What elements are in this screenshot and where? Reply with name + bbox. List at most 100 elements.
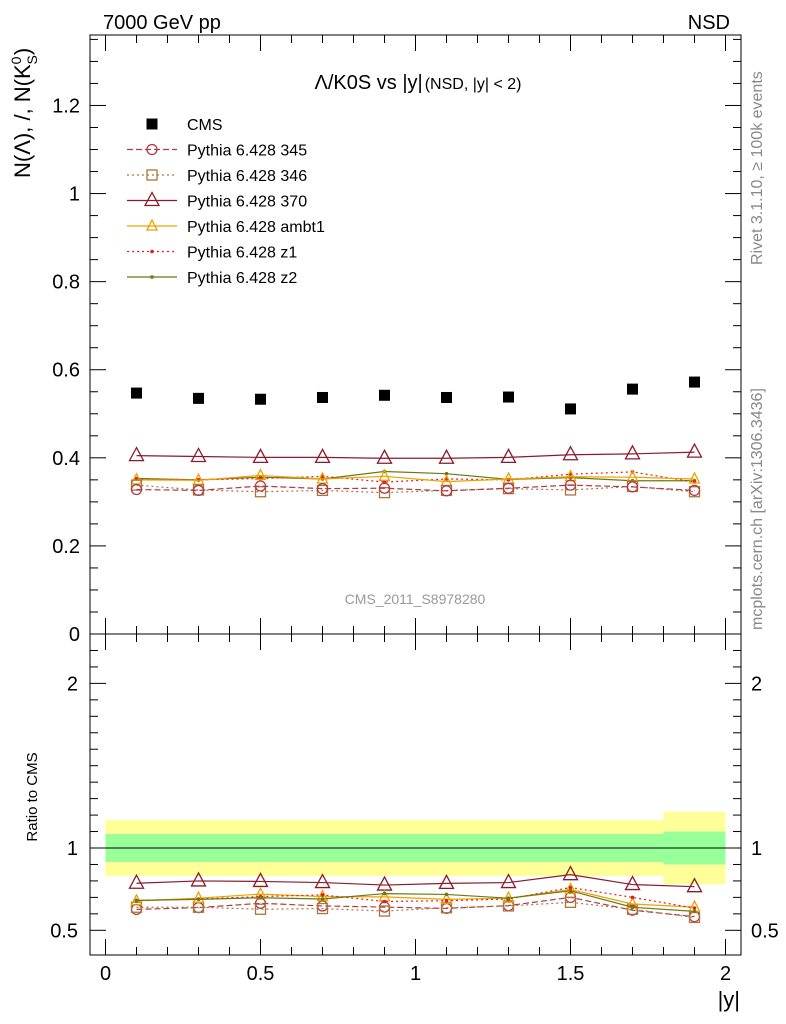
main-panel: 0 0.2 0.4 0.6 0.8 1 1.2 Λ/K0S vs |y| (NSD, |y| … xyxy=(52,34,742,646)
data-point xyxy=(255,393,266,405)
main-title-sub: (NSD, |y| < 2) xyxy=(425,76,522,93)
data-point xyxy=(254,486,267,498)
data-point xyxy=(131,387,142,399)
ratio-series-line xyxy=(136,886,695,909)
ratio-data-point xyxy=(192,890,205,903)
ratio-series-line xyxy=(136,901,695,919)
series-pythia-6-428-345 xyxy=(130,479,701,497)
data-point xyxy=(193,392,204,404)
ratio-series-line xyxy=(136,896,695,918)
ratio-data-point xyxy=(376,875,393,891)
ratio-data-point xyxy=(624,875,641,891)
data-point xyxy=(689,376,700,388)
ratio-data-point xyxy=(686,877,703,893)
ratio-data-point xyxy=(254,903,267,915)
ratio-data-point xyxy=(252,872,269,888)
legend-entry: Pythia 6.428 346 xyxy=(127,168,307,185)
data-point xyxy=(252,448,269,464)
data-point xyxy=(627,383,638,395)
ratio-ytick-label-right: 2 xyxy=(751,673,762,695)
ratio-data-point xyxy=(692,906,697,910)
ratio-xtick-label: 0 xyxy=(100,963,111,985)
data-point xyxy=(190,447,207,463)
ratio-xtick-label: 2 xyxy=(720,963,731,985)
legend: CMS Pythia 6.428 345 Pythia 6.428 346 Pythi… xyxy=(127,117,325,287)
data-point xyxy=(626,481,639,493)
legend-marker xyxy=(146,169,158,181)
main-title-main: Λ/K0S vs |y| xyxy=(314,72,422,94)
ratio-data-point xyxy=(440,891,453,905)
ratio-data-point xyxy=(692,909,697,914)
legend-entry: Pythia 6.428 ambt1 xyxy=(127,218,325,236)
ratio-data-point xyxy=(382,891,387,896)
ratio-data-point xyxy=(316,902,329,915)
ratio-series-line xyxy=(136,888,695,908)
legend-marker xyxy=(150,275,154,279)
ylabel-sup: 0 xyxy=(8,56,24,64)
ratio-data-point xyxy=(502,890,515,903)
ratio-data-point xyxy=(128,873,145,889)
ratio-data-point xyxy=(378,905,391,917)
data-point xyxy=(624,444,641,460)
legend-marker xyxy=(146,143,158,156)
data-point xyxy=(500,448,517,464)
ratio-data-point xyxy=(320,893,325,897)
data-point xyxy=(316,483,329,495)
ratio-series-line xyxy=(136,890,695,912)
ratio-data-point xyxy=(506,896,511,901)
main-ytick-label: 0.2 xyxy=(52,536,80,558)
main-title: Λ/K0S vs |y| (NSD, |y| < 2) xyxy=(314,72,521,94)
ratio-data-point xyxy=(564,896,577,908)
legend-entry: Pythia 6.428 370 xyxy=(127,191,307,211)
series-pythia-6-428-346 xyxy=(130,479,701,499)
legend-marker xyxy=(143,191,161,207)
ylabel-sub: S xyxy=(24,55,40,64)
ratio-xtick-label: 1.5 xyxy=(557,963,585,985)
legend-label: Pythia 6.428 345 xyxy=(187,143,307,160)
series-cms xyxy=(131,376,700,415)
legend-entry: CMS xyxy=(146,117,223,134)
ratio-xlabel: |y| xyxy=(718,987,740,1012)
ratio-data-point xyxy=(502,900,515,912)
legend-entry: Pythia 6.428 z1 xyxy=(127,245,297,262)
ratio-data-point xyxy=(314,873,331,889)
data-point xyxy=(564,479,577,491)
ratio-series-pythia-6-428-370 xyxy=(128,865,703,893)
ratio-ylabel: Ratio to CMS xyxy=(24,752,41,841)
ratio-data-point xyxy=(320,897,325,901)
data-point xyxy=(376,448,393,464)
legend-label: Pythia 6.428 346 xyxy=(187,168,307,185)
data-point xyxy=(444,471,449,476)
data-point xyxy=(317,391,328,403)
data-point xyxy=(503,391,514,403)
ratio-ytick-label-right: 1 xyxy=(751,838,762,860)
data-point xyxy=(130,483,143,496)
process-label: NSD xyxy=(688,12,730,34)
series-pythia-6-428-370 xyxy=(128,442,703,464)
ratio-data-point xyxy=(500,873,517,889)
main-ytick-label: 0.8 xyxy=(52,272,80,294)
data-point xyxy=(688,484,701,497)
ratio-data-point xyxy=(444,892,449,897)
ratio-ytick-label: 2 xyxy=(67,673,78,695)
ratio-data-point xyxy=(444,898,449,903)
series-line xyxy=(136,474,695,483)
main-ytick-label: 0.6 xyxy=(52,360,80,382)
ratio-series-pythia-6-428-z2 xyxy=(134,889,697,914)
ratio-ytick-label: 1 xyxy=(67,838,78,860)
data-point xyxy=(378,468,391,481)
mcplots-label: mcplots.cern.ch [arXiv:1306.3436] xyxy=(749,388,766,630)
data-point xyxy=(254,480,267,492)
ratio-xtick-label: 0.5 xyxy=(247,963,275,985)
ratio-data-point xyxy=(564,882,577,895)
ratio-data-point xyxy=(258,895,263,900)
data-point xyxy=(688,471,701,484)
main-ytick-label: 1.2 xyxy=(52,95,80,117)
main-ytick-label: 0 xyxy=(69,624,80,646)
series-pythia-6-428-ambt1 xyxy=(130,467,701,487)
ylabel-part-a: N(Λ), /, N(K xyxy=(10,64,35,178)
main-ytick-label: 1 xyxy=(69,184,80,206)
data-point xyxy=(562,445,579,461)
ratio-series-pythia-6-428-346 xyxy=(130,896,701,924)
main-ylabel: N(Λ), /, N(K0S) xyxy=(8,48,40,178)
